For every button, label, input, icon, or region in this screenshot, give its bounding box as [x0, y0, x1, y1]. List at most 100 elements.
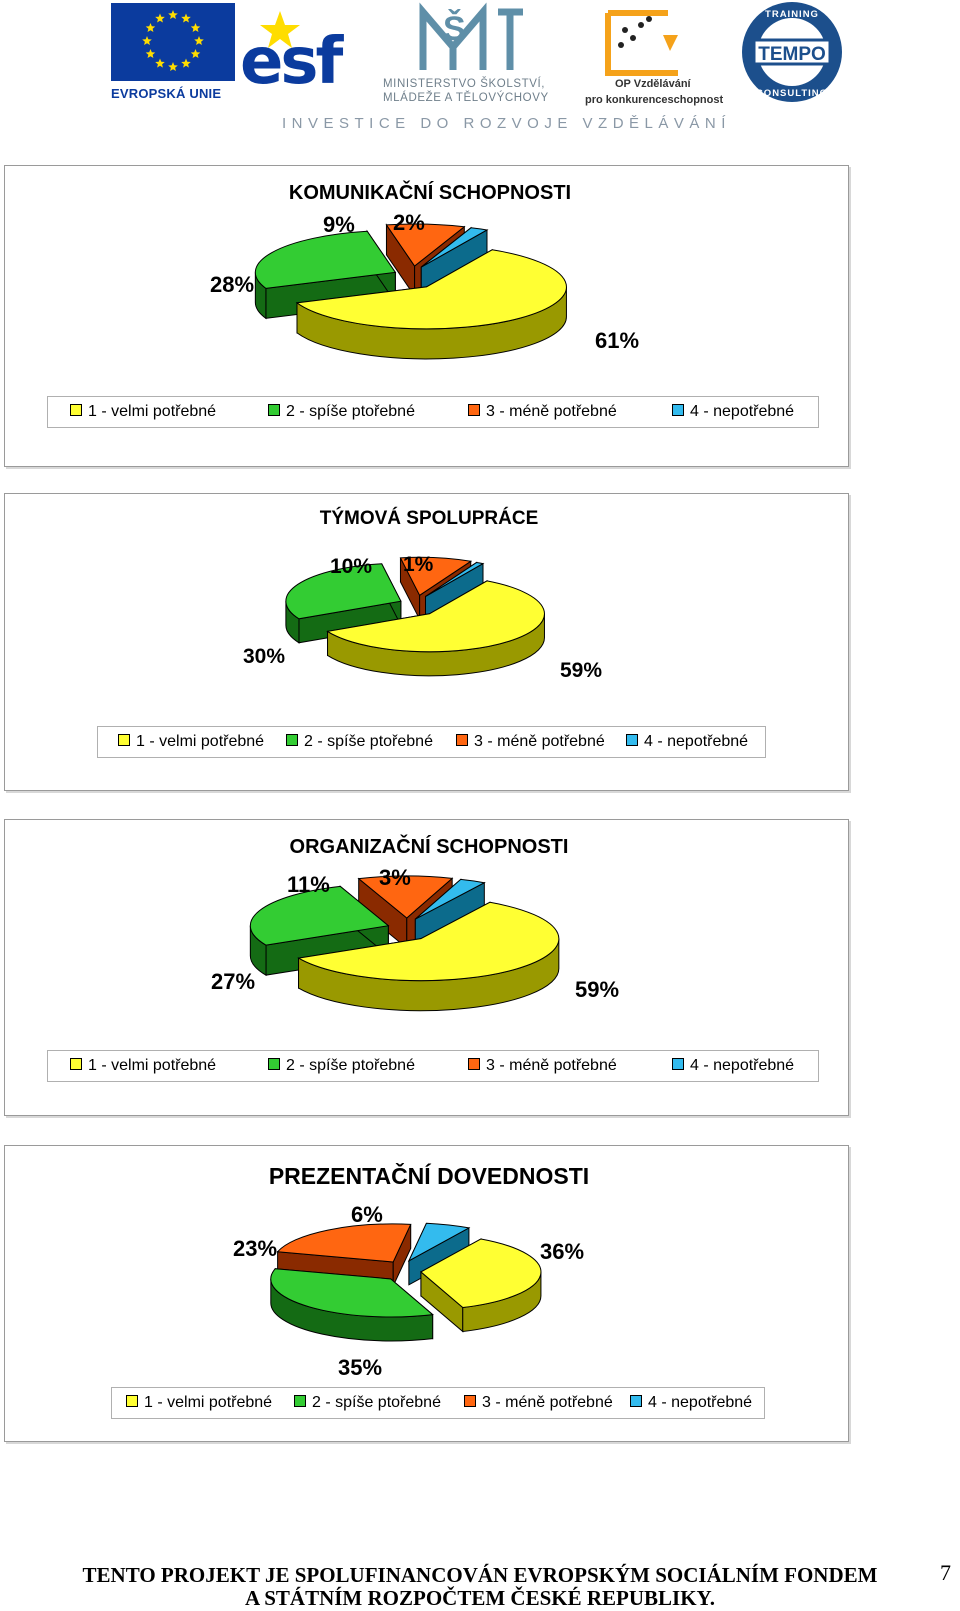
legend-swatch	[464, 1395, 476, 1407]
legend-item: 4 - nepotřebné	[672, 1058, 794, 1074]
legend-swatch	[126, 1395, 138, 1407]
esf-logo-text: esf	[240, 25, 343, 99]
svg-text:Š: Š	[443, 9, 466, 48]
legend-label: 4 - nepotřebné	[690, 403, 795, 420]
legend-swatch	[630, 1395, 642, 1407]
msmt-logo: Š	[383, 2, 568, 104]
pie-label-4: 2%	[393, 210, 425, 235]
pie-label-3: 11%	[287, 872, 330, 897]
pie-label-2: 27%	[211, 969, 255, 994]
legend-label: 3 - méně potřebné	[482, 1394, 613, 1411]
eu-star	[190, 49, 201, 58]
eu-caption: EVROPSKÁ UNIE	[111, 86, 222, 101]
ministry-line-2: MLÁDEŽE A TĚLOVÝCHOVY	[383, 92, 549, 104]
tempo-name: TEMPO	[758, 44, 826, 65]
legend-item: 1 - velmi potřebné	[126, 1395, 272, 1411]
pie-slice-2	[270, 1268, 434, 1342]
pie-slice-2	[249, 885, 390, 977]
tempo-bottom-text: CONSULTING	[756, 88, 828, 99]
legend-item: 1 - velmi potřebné	[70, 1058, 216, 1074]
pie-slice-top	[295, 249, 567, 330]
legend-item: 1 - velmi potřebné	[118, 734, 264, 750]
legend-label: 2 - spíše ptořebné	[286, 403, 415, 420]
legend-swatch	[456, 734, 468, 746]
chart-panel-tymova: TÝMOVÁ SPOLUPRÁCE 59% 30% 10% 1% 1 - vel…	[4, 493, 849, 791]
pie-chart-komunikacni: KOMUNIKAČNÍ SCHOPNOSTI 61% 28% 9% 2%	[210, 180, 639, 360]
ministry-line-1: MINISTERSTVO ŠKOLSTVÍ,	[383, 78, 546, 90]
pie-slice-1	[297, 901, 560, 1012]
legend-swatch	[70, 1058, 82, 1070]
eu-star	[168, 62, 178, 71]
op-arrow-icon	[605, 10, 678, 76]
pie-label-2: 35%	[338, 1355, 382, 1380]
page-number: 7	[940, 1560, 951, 1585]
legend-label: 4 - nepotřebné	[644, 733, 749, 750]
pie-slice-top	[254, 230, 397, 289]
pie-slice-1	[295, 248, 567, 360]
pie-chart-prezentacni: PREZENTAČNÍ DOVEDNOSTI 36% 35% 23% 6%	[233, 1162, 589, 1380]
legend-label: 3 - méně potřebné	[486, 1057, 617, 1074]
legend-swatch	[118, 734, 130, 746]
chart-legend: 1 - velmi potřebné 2 - spíše ptořebné 3 …	[47, 1050, 819, 1082]
legend-item: 2 - spíše ptořebné	[268, 1058, 415, 1074]
legend-label: 4 - nepotřebné	[690, 1057, 795, 1074]
pie-slice-top	[326, 580, 545, 653]
pie-slice-top	[270, 1268, 434, 1318]
legend-label: 2 - spíše ptořebné	[312, 1394, 441, 1411]
eu-star	[145, 23, 156, 32]
legend-item: 3 - méně potřebné	[468, 404, 617, 420]
legend-swatch	[268, 1058, 280, 1070]
legend-label: 1 - velmi potřebné	[144, 1394, 273, 1411]
legend-label: 2 - spíše ptořebné	[286, 1057, 415, 1074]
pie-slice-top	[357, 875, 454, 919]
legend-swatch	[268, 404, 280, 416]
legend-label: 3 - méně potřebné	[486, 403, 617, 420]
eu-flag-logo	[111, 3, 235, 81]
eu-stars-icon	[142, 10, 204, 71]
eu-star	[181, 58, 191, 68]
legend-label: 1 - velmi potřebné	[88, 1057, 217, 1074]
legend-swatch	[672, 404, 684, 416]
tempo-logo: TEMPO TRAINING CONSULTING	[740, 0, 844, 104]
legend-item: 2 - spíše ptořebné	[294, 1395, 441, 1411]
tempo-top-text: TRAINING	[765, 9, 819, 20]
chart-title: TÝMOVÁ SPOLUPRÁCE	[320, 507, 539, 529]
legend-item: 3 - méně potřebné	[464, 1395, 613, 1411]
chart-panel-prezentacni: PREZENTAČNÍ DOVEDNOSTI 36% 35% 23% 6% 1 …	[4, 1145, 849, 1442]
legend-item: 4 - nepotřebné	[672, 404, 794, 420]
eu-star	[181, 13, 191, 23]
op-line-1: OP Vzdělávání	[615, 78, 691, 90]
pie-slice-top	[420, 1238, 542, 1309]
pie-slice-top	[276, 1223, 412, 1263]
pie-slice-4	[425, 561, 485, 622]
pie-slice-top	[385, 223, 466, 267]
chart-legend: 1 - velmi potřebné 2 - spíše ptořebné 3 …	[111, 1387, 765, 1419]
chart-legend: 1 - velmi potřebné 2 - spíše ptořebné 3 …	[47, 396, 819, 428]
legend-label: 2 - spíše ptořebné	[304, 733, 433, 750]
legend-item: 1 - velmi potřebné	[70, 404, 216, 420]
legend-label: 4 - nepotřebné	[648, 1394, 753, 1411]
legend-label: 1 - velmi potřebné	[88, 403, 217, 420]
tagline: INVESTICE DO ROZVOJE VZDĚLÁVÁNÍ	[282, 115, 731, 132]
eu-star	[190, 23, 201, 32]
legend-item: 2 - spíše ptořebné	[286, 734, 433, 750]
legend-label: 1 - velmi potřebné	[136, 733, 265, 750]
footer-line-1: TENTO PROJEKT JE SPOLUFINANCOVÁN EVROPSK…	[82, 1563, 878, 1587]
pie-label-1: 59%	[560, 659, 602, 682]
pie-slice-1	[420, 1238, 542, 1333]
legend-item: 3 - méně potřebné	[456, 734, 605, 750]
chart-title: PREZENTAČNÍ DOVEDNOSTI	[269, 1162, 589, 1189]
legend-swatch	[626, 734, 638, 746]
legend-item: 4 - nepotřebné	[626, 734, 748, 750]
footer-line-2: A STÁTNÍM ROZPOČTEM ČESKÉ REPUBLIKY.	[244, 1586, 716, 1610]
eu-star	[145, 49, 156, 58]
eu-star	[194, 36, 204, 45]
legend-swatch	[286, 734, 298, 746]
pie-label-3: 9%	[323, 212, 355, 237]
pie-slice-top	[414, 878, 486, 920]
pie-slice-top	[285, 563, 402, 620]
legend-item: 4 - nepotřebné	[630, 1395, 752, 1411]
esf-logo	[240, 3, 368, 103]
chart-panel-komunikacni: KOMUNIKAČNÍ SCHOPNOSTI 61% 28% 9% 2% 1 -…	[4, 165, 849, 467]
pie-label-1: 61%	[595, 328, 639, 353]
